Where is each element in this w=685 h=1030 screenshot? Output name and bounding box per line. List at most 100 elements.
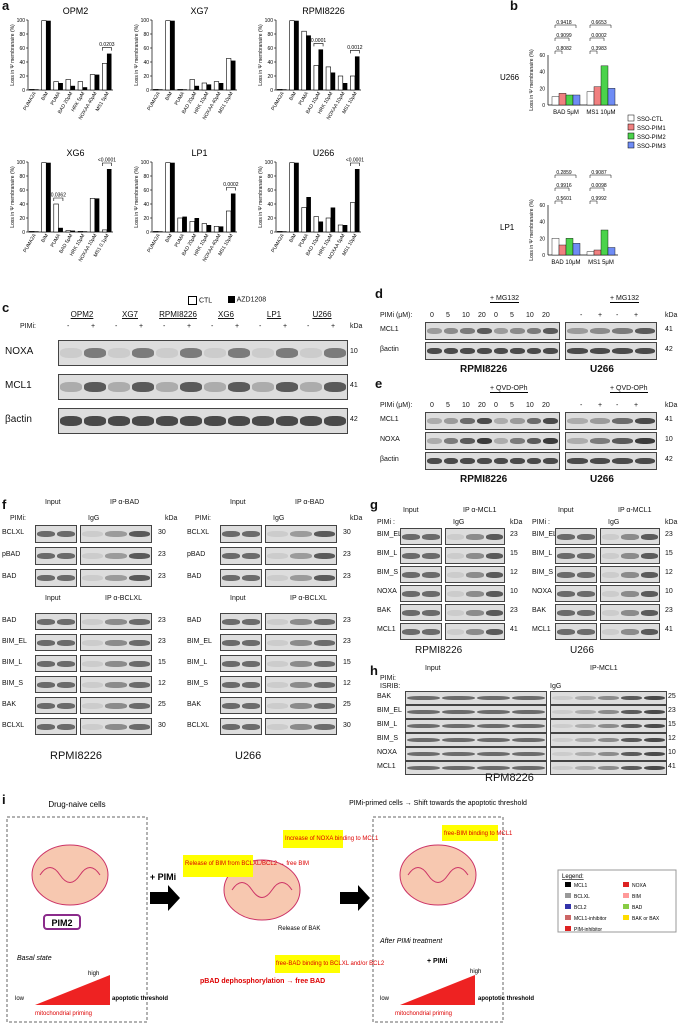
ip-label: IP α-MCL1 (463, 507, 497, 514)
ip-row (265, 569, 337, 587)
band (407, 709, 440, 715)
input-row (400, 547, 442, 564)
band (526, 437, 542, 445)
band (552, 765, 573, 771)
bar-SSO-CTL (586, 251, 595, 256)
bar-SSO-PIM3 (572, 243, 581, 256)
priming-1: mitochondrial priming (35, 1011, 92, 1017)
bar-SSO-PIM3 (572, 94, 581, 106)
y-tick-label: 100 (17, 160, 26, 166)
panel-c-blot: OPM2- + XG7- + RPMI8226- + XG6- + LP1- + U266- + PIM… (0, 310, 365, 450)
bar-azd (170, 162, 175, 232)
panel-label-d: d (375, 286, 383, 301)
band (180, 416, 202, 426)
blot-row-rpmi (425, 452, 560, 470)
sign: + (598, 312, 603, 319)
apoptotic-1: apoptotic threshold (112, 996, 168, 1002)
band (510, 457, 525, 465)
bar-ctl (289, 20, 295, 91)
pvalue-label: 0.0362 (51, 193, 67, 199)
band (476, 437, 492, 445)
panel-label-b: b (510, 0, 518, 13)
pimi-label: PIMi (μM): (380, 312, 413, 319)
input-row (555, 528, 597, 545)
band (222, 723, 240, 730)
kda-label: kDa (510, 519, 523, 526)
band (443, 437, 459, 445)
legend-icon (565, 915, 571, 920)
chart-title: XG6 (66, 148, 84, 158)
legend-item-label: BCLXL (574, 894, 590, 900)
dose: 0 (494, 312, 498, 319)
row-label: BAD (187, 573, 202, 580)
ip-bclxl-label: IP α-BCLXL (105, 595, 142, 602)
mitochondrion-1 (31, 844, 109, 906)
band (427, 417, 442, 425)
band (105, 681, 127, 688)
igg-label: IgG (550, 683, 562, 690)
cell-label: U266 (235, 750, 262, 762)
pvalue-bracket (350, 50, 360, 54)
band (442, 737, 475, 743)
legend-label: SSO-PIM3 (637, 144, 666, 150)
blot-row (58, 340, 348, 366)
input-row (35, 547, 77, 565)
y-tick-label: 100 (141, 18, 150, 24)
kda-value: 41 (665, 416, 673, 423)
bar-ctl (189, 79, 195, 91)
y-tick-label: 0 (542, 103, 545, 109)
band (84, 348, 106, 358)
row-label: BIM_EL (377, 707, 402, 714)
bar-ctl (177, 89, 183, 91)
bar-ctl (301, 207, 307, 233)
input-row (220, 697, 262, 714)
x-tick-label: MS1 5μM (588, 260, 614, 266)
band (640, 628, 658, 635)
band (552, 751, 573, 757)
band (476, 347, 492, 355)
band (204, 382, 226, 392)
sign: + (598, 402, 603, 409)
ip-row (265, 634, 337, 651)
row-label: NOXA (380, 436, 400, 443)
pvalue-label: 0.3983 (591, 46, 607, 52)
legend-icon (623, 893, 629, 898)
bar-azd (82, 87, 88, 90)
band (602, 609, 620, 616)
band (222, 530, 240, 538)
pvalue-label: <0.0001 (346, 158, 364, 164)
pvalue-bracket (554, 187, 570, 191)
bar-ctl (65, 230, 71, 233)
low-3: low (380, 996, 390, 1002)
legend-label: SSO-PIM2 (637, 135, 666, 141)
y-axis-label: Loss in Ψ membranaire (%) (529, 49, 535, 111)
row-label: pBAD (2, 551, 21, 558)
band (577, 590, 595, 597)
band (466, 609, 484, 616)
cristae-3 (407, 867, 469, 883)
pvalue-bracket (554, 50, 563, 54)
band (466, 590, 484, 597)
ip-row (550, 719, 667, 733)
bar-ctl (153, 89, 159, 91)
dose: 10 (462, 402, 470, 409)
bar-ctl (289, 162, 295, 233)
legend-item-label: BAD (632, 905, 643, 911)
legend-azd-label: AZD1208 (236, 296, 267, 304)
band (644, 709, 665, 715)
band (242, 530, 260, 538)
free-bad-box (275, 955, 340, 973)
input-row (220, 676, 262, 693)
input-row (555, 547, 597, 564)
bar-SSO-PIM1 (558, 93, 567, 106)
bar-azd (182, 89, 187, 90)
bar-azd (82, 231, 88, 232)
input-row (400, 566, 442, 583)
y-tick-label: 20 (267, 216, 273, 222)
input-row (35, 718, 77, 735)
band (460, 437, 475, 445)
band (621, 765, 642, 771)
band (290, 681, 312, 688)
ip-row (445, 585, 505, 602)
ip-row (550, 691, 667, 705)
